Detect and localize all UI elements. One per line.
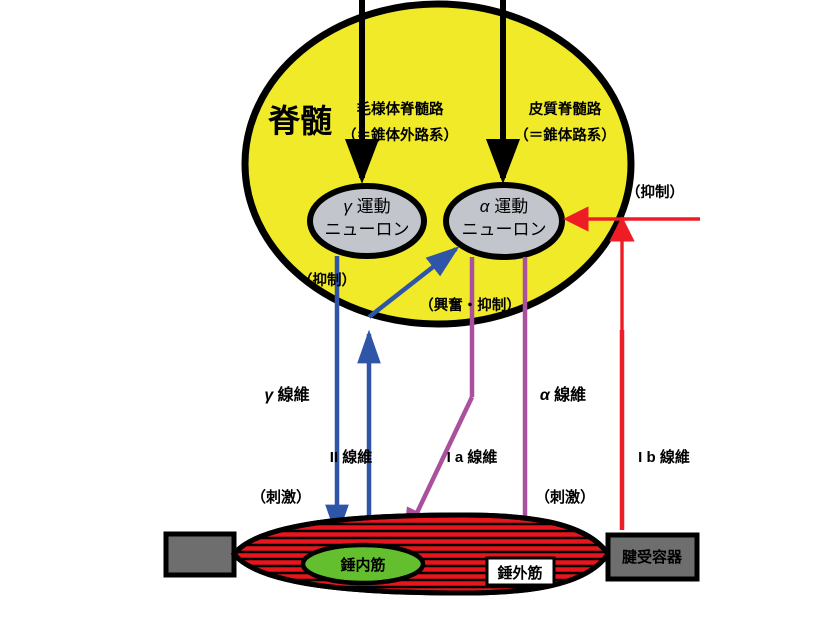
svg-text:錘外筋: 錘外筋	[497, 564, 542, 582]
svg-text:I b 線維: I b 線維	[638, 448, 690, 466]
svg-text:I a 線維: I a 線維	[447, 448, 498, 466]
svg-text:腱受容器: 腱受容器	[622, 548, 683, 566]
svg-text:（＝錐体外路系）: （＝錐体外路系）	[342, 126, 458, 144]
svg-text:ニューロン: ニューロン	[462, 220, 547, 239]
svg-text:α 運動: α 運動	[480, 197, 528, 216]
svg-text:（興奮・抑制）: （興奮・抑制）	[419, 296, 521, 314]
svg-text:（抑制）: （抑制）	[626, 183, 684, 201]
svg-text:ニューロン: ニューロン	[325, 220, 410, 239]
svg-text:毛様体脊髄路: 毛様体脊髄路	[357, 100, 444, 118]
svg-text:γ 運動: γ 運動	[343, 197, 390, 216]
svg-text:皮質脊髄路: 皮質脊髄路	[529, 100, 602, 118]
svg-text:錘内筋: 錘内筋	[340, 556, 385, 574]
svg-text:（＝錐体路系）: （＝錐体路系）	[514, 126, 616, 144]
svg-text:（刺激）: （刺激）	[251, 488, 311, 506]
svg-text:γ 線維: γ 線維	[264, 385, 309, 404]
svg-text:α 線維: α 線維	[540, 385, 586, 404]
svg-text:II 線維: II 線維	[330, 448, 373, 466]
svg-text:（抑制）: （抑制）	[298, 271, 356, 289]
svg-text:（刺激）: （刺激）	[535, 488, 595, 506]
svg-text:脊髄: 脊髄	[267, 103, 332, 139]
